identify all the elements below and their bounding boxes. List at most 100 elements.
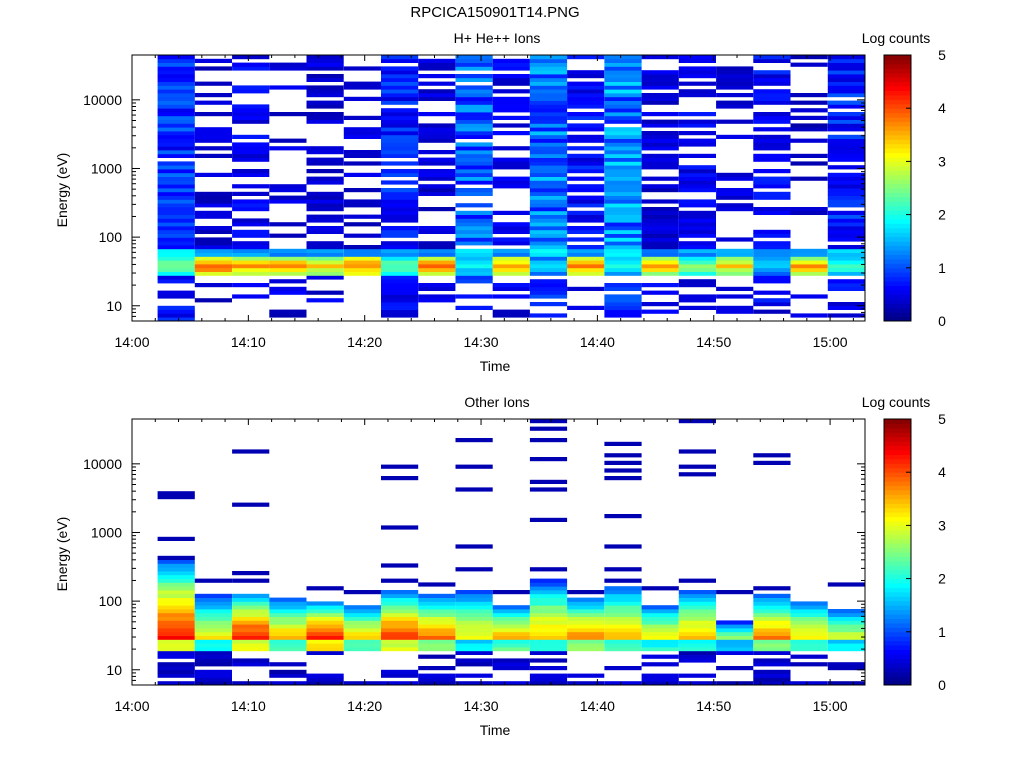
heatmap-cell [529, 199, 568, 204]
heatmap-cell [157, 590, 195, 595]
colorbar-segment [884, 148, 911, 154]
heatmap-cell [157, 153, 195, 158]
heatmap-cell [529, 620, 568, 625]
heatmap-cell [604, 142, 642, 147]
heatmap-cell [343, 153, 381, 158]
heatmap-cell [567, 256, 605, 261]
heatmap-cell [381, 305, 419, 310]
heatmap-cell [790, 647, 828, 652]
heatmap-cell [641, 241, 679, 246]
heatmap-cell [716, 635, 754, 640]
colorbar-segment [884, 214, 911, 220]
heatmap-cell [157, 559, 195, 564]
heatmap-cell [827, 620, 865, 625]
heatmap-cell [753, 96, 791, 101]
heatmap-cell [157, 233, 195, 238]
heatmap-cell [641, 605, 679, 610]
panel-h-he-ions: H+ He++ Ions 14:00 14:10 14:20 14:30 14:40 14… [54, 30, 946, 374]
heatmap-cell [716, 624, 754, 629]
colorbar-segment [884, 139, 911, 145]
heatmap-cell [678, 58, 716, 63]
heatmap-cell [269, 673, 307, 678]
heatmap-cell [157, 555, 195, 560]
heatmap-cell [418, 283, 456, 288]
heatmap-cell [418, 74, 456, 79]
heatmap-cell [753, 210, 791, 215]
colorbar-segment [884, 618, 911, 624]
x-tick-label: 14:00 [114, 698, 149, 714]
colorbar-segment [884, 565, 911, 571]
heatmap-cell [455, 544, 493, 549]
heatmap-cell [306, 267, 344, 272]
heatmap-cell [306, 229, 344, 234]
heatmap-cell [827, 260, 865, 265]
heatmap-cell [306, 176, 344, 181]
heatmap-cell [678, 210, 716, 215]
heatmap-cell [529, 77, 568, 82]
heatmap-cell [567, 248, 605, 253]
heatmap-cell [641, 252, 679, 257]
colorbar-segment [884, 463, 911, 469]
heatmap-cell [157, 203, 195, 208]
heatmap-cell [678, 81, 716, 86]
heatmap-cell [381, 85, 419, 90]
heatmap-cell [194, 134, 232, 139]
heatmap-cell [529, 631, 568, 636]
heatmap-cell [418, 639, 456, 644]
heatmap-cell [306, 77, 344, 82]
heatmap-cell [381, 643, 419, 648]
heatmap-cell [455, 214, 493, 219]
heatmap-cell [753, 157, 791, 162]
colorbar-segment [884, 281, 911, 287]
colorbar-segment [884, 179, 911, 185]
x-tick-label: 15:00 [813, 334, 848, 350]
heatmap-cell [641, 214, 679, 219]
heatmap-cell [641, 662, 679, 667]
heatmap-cell [455, 134, 493, 139]
heatmap-cell [827, 609, 865, 614]
heatmap-cell [567, 199, 605, 204]
heatmap-cell [232, 502, 270, 507]
y-axis-label: Energy (eV) [54, 153, 70, 228]
heatmap-cell [381, 616, 419, 621]
heatmap-cell [455, 643, 493, 648]
heatmap-cell [455, 226, 493, 231]
heatmap-cell [194, 631, 232, 636]
heatmap-cell [827, 635, 865, 640]
heatmap-cell [343, 188, 381, 193]
heatmap-cell [306, 203, 344, 208]
heatmap-cell [529, 62, 568, 67]
heatmap-cell [790, 681, 828, 686]
heatmap-cell [678, 203, 716, 208]
heatmap-cell [492, 256, 530, 261]
heatmap-cell [604, 294, 642, 299]
heatmap-cell [306, 85, 344, 90]
colorbar-tick-label: 5 [938, 411, 946, 427]
colorbar-segment [884, 574, 911, 580]
heatmap-cell [753, 267, 791, 272]
heatmap-cell [492, 286, 530, 291]
heatmap-cell [678, 639, 716, 644]
heatmap-cell [827, 146, 865, 151]
colorbar-tick-label: 5 [938, 47, 946, 63]
heatmap-cell [827, 58, 865, 63]
heatmap-cell [641, 81, 679, 86]
heatmap-cell [604, 115, 642, 120]
heatmap-cell [753, 134, 791, 139]
heatmap-cell [753, 275, 791, 280]
heatmap-cell [157, 199, 195, 204]
heatmap-cell [604, 624, 642, 629]
heatmap-cell [418, 616, 456, 621]
heatmap-cell [157, 119, 195, 124]
heatmap-cell [157, 666, 195, 671]
heatmap-cell [827, 74, 865, 79]
heatmap-cell [529, 210, 568, 215]
heatmap-cell [418, 597, 456, 602]
heatmap-cell [827, 233, 865, 238]
heatmap-cell [455, 464, 493, 469]
heatmap-cell [529, 457, 568, 462]
heatmap-cell [232, 294, 270, 299]
heatmap-cell [827, 119, 865, 124]
heatmap-cell [232, 115, 270, 120]
heatmap-cell [157, 267, 195, 272]
